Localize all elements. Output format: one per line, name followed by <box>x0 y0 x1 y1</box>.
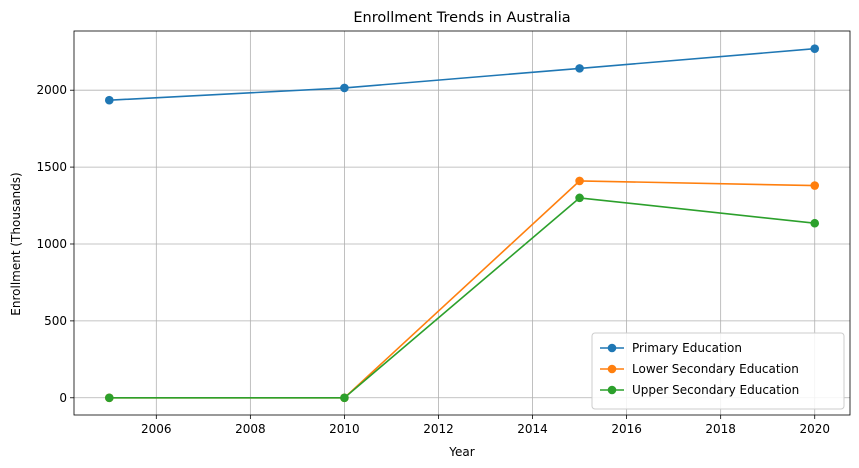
series-line-1 <box>109 47 815 101</box>
series-1-point <box>340 83 349 93</box>
x-axis-label: Year <box>448 445 474 459</box>
series-1-point <box>575 64 584 73</box>
series-2-point <box>810 181 820 190</box>
series-3-point <box>340 393 349 403</box>
y-axis-label: Enrollment (Thousands) <box>9 172 23 315</box>
y-tick-label: 500 <box>44 314 67 328</box>
legend-box <box>591 332 845 410</box>
x-tick-label: 2010 <box>329 422 360 436</box>
plot-area <box>73 30 851 416</box>
series-1-point <box>104 95 114 105</box>
axis-ticks: 2006 2008 2010 2012 2014 2016 2018 2020 0 500 1000… <box>36 83 830 436</box>
x-tick-label: 2016 <box>611 422 642 436</box>
series-2-point <box>575 176 584 186</box>
x-tick-label: 2018 <box>705 422 736 436</box>
legend-label: Upper Secondary Education <box>632 383 799 397</box>
y-tick-label: 0 <box>59 391 67 405</box>
x-tick-label: 2012 <box>423 422 454 436</box>
series-lines <box>104 44 820 403</box>
legend-label: Primary Education <box>632 341 742 355</box>
y-tick-label: 1000 <box>36 237 67 251</box>
series-3-point <box>104 393 114 403</box>
series-line-3 <box>109 197 815 399</box>
legend: Primary Education Lower Secondary Educati… <box>591 332 845 410</box>
x-tick-label: 2008 <box>235 422 266 436</box>
x-tick-label: 2006 <box>141 422 172 436</box>
series-3-point <box>575 193 584 203</box>
x-tick-label: 2020 <box>799 422 830 436</box>
y-tick-label: 2000 <box>36 83 67 97</box>
legend-marker <box>607 364 617 374</box>
legend-marker <box>607 385 617 395</box>
legend-marker <box>607 343 617 353</box>
x-tick-label: 2014 <box>517 422 548 436</box>
series-3-point <box>810 218 820 228</box>
chart-title: Enrollment Trends in Australia <box>353 10 570 26</box>
y-tick-label: 1500 <box>36 160 67 174</box>
legend-label: Lower Secondary Education <box>632 362 799 376</box>
series-1-point <box>810 44 820 53</box>
